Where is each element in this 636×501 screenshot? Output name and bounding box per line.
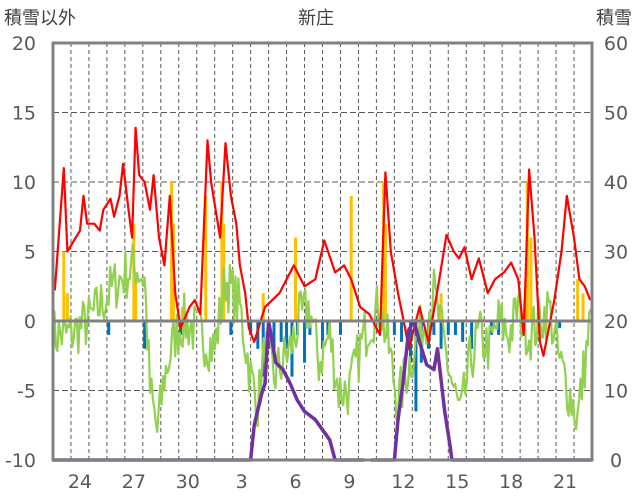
left-y-tick-label: -5 — [17, 381, 36, 403]
right-y-tick-label: 40 — [604, 172, 628, 194]
bars — [62, 182, 585, 412]
chart-title: 新庄 — [298, 8, 334, 29]
orange-bar — [349, 195, 353, 321]
left-axis-title: 積雪以外 — [4, 8, 76, 29]
blue-bar — [432, 321, 436, 335]
x-tick-label: 12 — [391, 471, 415, 493]
orange-bar — [170, 182, 174, 321]
blue-bar — [285, 321, 289, 349]
blue-bar — [400, 321, 404, 342]
x-tick-label: 24 — [68, 471, 92, 493]
left-y-tick-label: 20 — [12, 33, 36, 55]
blue-bar — [256, 321, 260, 349]
plot-border — [51, 41, 594, 462]
blue-bar — [461, 321, 465, 342]
orange-bar — [576, 279, 580, 321]
orange-bar — [294, 237, 298, 321]
right-y-tick-label: 10 — [604, 381, 628, 403]
right-y-tick-label: 0 — [610, 450, 622, 472]
blue-bar — [321, 321, 324, 349]
left-y-tick-label: 10 — [12, 172, 36, 194]
blue-bar — [249, 321, 253, 335]
x-tick-label: 21 — [553, 471, 577, 493]
orange-bar — [134, 279, 138, 321]
x-tick-label: 6 — [290, 471, 302, 493]
blue-bar — [470, 321, 474, 349]
blue-bar — [414, 321, 418, 412]
right-axis-title: 積雪 — [596, 8, 632, 29]
x-tick-label: 30 — [176, 471, 200, 493]
right-y-tick-label: 50 — [604, 103, 628, 125]
blue-bar — [439, 321, 443, 349]
right-y-tick-label: 30 — [604, 242, 628, 264]
orange-bar — [65, 293, 69, 321]
red-series-line — [53, 126, 592, 357]
lines — [51, 126, 592, 462]
blue-bar — [229, 321, 233, 335]
blue-bar — [326, 321, 330, 335]
x-tick-label: 15 — [445, 471, 469, 493]
orange-bar — [261, 293, 265, 321]
blue-bar — [558, 321, 562, 328]
plot-frame — [51, 41, 594, 462]
blue-bar — [272, 321, 276, 363]
left-y-tick-label: 0 — [24, 311, 36, 333]
blue-bar — [497, 321, 501, 335]
left-y-tick-label: 5 — [24, 242, 36, 264]
orange-bar — [204, 195, 208, 321]
green-series-line — [51, 243, 592, 433]
orange-bar — [581, 293, 585, 321]
purple-series-line — [53, 319, 364, 462]
x-tick-label: 27 — [122, 471, 146, 493]
purple-series-line — [371, 319, 592, 462]
orange-bar — [529, 237, 533, 321]
orange-bar — [383, 223, 387, 321]
x-tick-label: 3 — [236, 471, 248, 493]
blue-bar — [279, 321, 283, 342]
blue-bar — [303, 321, 307, 363]
right-y-tick-label: 20 — [604, 311, 628, 333]
orange-bar — [62, 251, 66, 321]
right-y-tick-label: 60 — [604, 33, 628, 55]
blue-bar — [143, 321, 147, 349]
blue-bar — [446, 321, 450, 335]
left-y-tick-label: -10 — [5, 450, 36, 472]
blue-bar — [392, 321, 396, 335]
blue-bar — [453, 321, 457, 335]
blue-bar — [107, 321, 111, 335]
orange-bar — [180, 307, 184, 321]
orange-bar — [220, 182, 224, 321]
x-tick-label: 9 — [343, 471, 355, 493]
blue-bar — [338, 321, 342, 335]
x-tick-label: 18 — [499, 471, 523, 493]
left-y-tick-label: 15 — [12, 103, 36, 125]
